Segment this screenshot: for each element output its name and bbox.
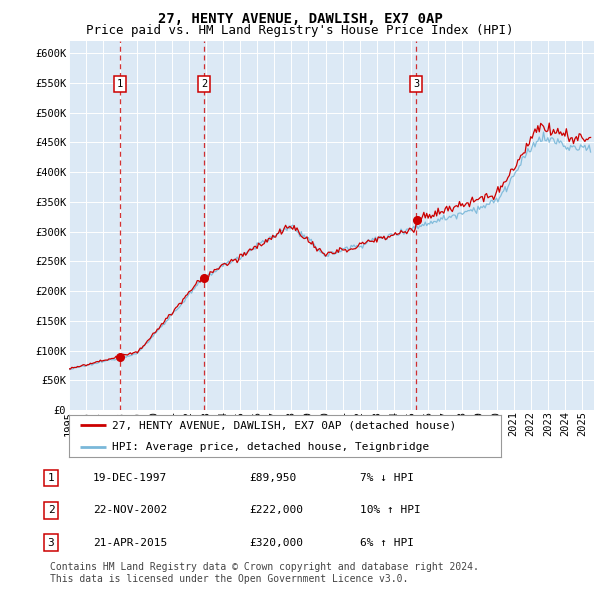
Text: 27, HENTY AVENUE, DAWLISH, EX7 0AP: 27, HENTY AVENUE, DAWLISH, EX7 0AP bbox=[158, 12, 442, 26]
Text: 3: 3 bbox=[413, 79, 419, 89]
Text: 2: 2 bbox=[201, 79, 207, 89]
Text: 19-DEC-1997: 19-DEC-1997 bbox=[93, 473, 167, 483]
Text: HPI: Average price, detached house, Teignbridge: HPI: Average price, detached house, Teig… bbox=[112, 442, 430, 451]
Text: £222,000: £222,000 bbox=[249, 506, 303, 515]
Text: 21-APR-2015: 21-APR-2015 bbox=[93, 538, 167, 548]
Text: 3: 3 bbox=[47, 538, 55, 548]
Text: 1: 1 bbox=[47, 473, 55, 483]
Text: Contains HM Land Registry data © Crown copyright and database right 2024.
This d: Contains HM Land Registry data © Crown c… bbox=[50, 562, 479, 584]
Text: 2: 2 bbox=[47, 506, 55, 515]
Text: 22-NOV-2002: 22-NOV-2002 bbox=[93, 506, 167, 515]
Text: Price paid vs. HM Land Registry's House Price Index (HPI): Price paid vs. HM Land Registry's House … bbox=[86, 24, 514, 37]
Text: 1: 1 bbox=[116, 79, 123, 89]
Text: 6% ↑ HPI: 6% ↑ HPI bbox=[360, 538, 414, 548]
Text: £89,950: £89,950 bbox=[249, 473, 296, 483]
Text: 10% ↑ HPI: 10% ↑ HPI bbox=[360, 506, 421, 515]
Text: 7% ↓ HPI: 7% ↓ HPI bbox=[360, 473, 414, 483]
Text: 27, HENTY AVENUE, DAWLISH, EX7 0AP (detached house): 27, HENTY AVENUE, DAWLISH, EX7 0AP (deta… bbox=[112, 421, 457, 430]
Text: £320,000: £320,000 bbox=[249, 538, 303, 548]
